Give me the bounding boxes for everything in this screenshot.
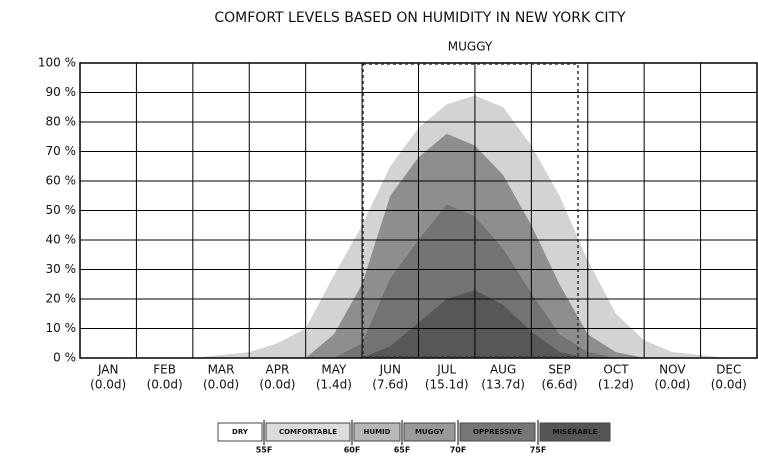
month-label: MAR [208,363,235,377]
plot-border [79,62,758,359]
month-label: APR [266,363,290,377]
legend-label: DRY [232,428,249,436]
month-label: SEP [548,363,570,377]
y-tick-label: 40 % [46,233,77,247]
month-days: (0.0d) [654,378,690,392]
month-days: (15.1d) [425,378,469,392]
threshold-label: 70F [450,446,467,455]
threshold-label: 65F [394,446,411,455]
y-tick-label: 60 % [46,174,77,188]
legend-swatch [539,422,611,442]
chart-title: COMFORT LEVELS BASED ON HUMIDITY IN NEW … [214,10,626,26]
y-tick-label: 10 % [46,321,77,335]
y-tick-label: 0 % [53,351,76,365]
month-days: (7.6d) [372,378,408,392]
legend-swatch [353,422,401,442]
month-label: AUG [490,363,516,377]
y-tick-label: 20 % [46,292,77,306]
annotation: MUGGY [448,40,493,54]
month-label: JAN [97,363,119,377]
month-days: (0.0d) [259,378,295,392]
y-tick-label: 100 % [38,56,76,70]
month-days: (0.0d) [90,378,126,392]
legend-swatch [265,422,351,442]
highlight-box [362,63,579,358]
threshold-label: 55F [256,446,273,455]
legend-label: MUGGY [415,428,445,436]
month-label: FEB [153,363,176,377]
month-days: (0.0d) [711,378,747,392]
month-days: (1.2d) [598,378,634,392]
y-tick-label: 30 % [46,262,77,276]
month-days: (13.7d) [481,378,525,392]
month-label: JUL [436,363,456,377]
month-days: (0.0d) [203,378,239,392]
legend-label: COMFORTABLE [279,428,337,436]
legend-label: MISERABLE [553,428,598,436]
month-label: MAY [321,363,347,377]
month-days: (6.6d) [542,378,578,392]
legend-label: HUMID [364,428,391,436]
month-label: DEC [716,363,741,377]
y-tick-label: 80 % [46,115,77,129]
threshold-label: 60F [344,446,361,455]
y-tick-label: 70 % [46,144,77,158]
y-tick-label: 50 % [46,203,77,217]
month-label: NOV [659,363,686,377]
month-days: (1.4d) [316,378,352,392]
month-label: JUN [379,363,401,377]
legend-swatch [403,422,456,442]
threshold-label: 75F [530,446,547,455]
legend-swatch [459,422,536,442]
month-days: (0.0d) [147,378,183,392]
y-tick-label: 90 % [46,85,77,99]
legend-label: OPPRESSIVE [473,428,522,436]
legend-swatch [217,422,263,442]
month-label: OCT [603,363,629,377]
